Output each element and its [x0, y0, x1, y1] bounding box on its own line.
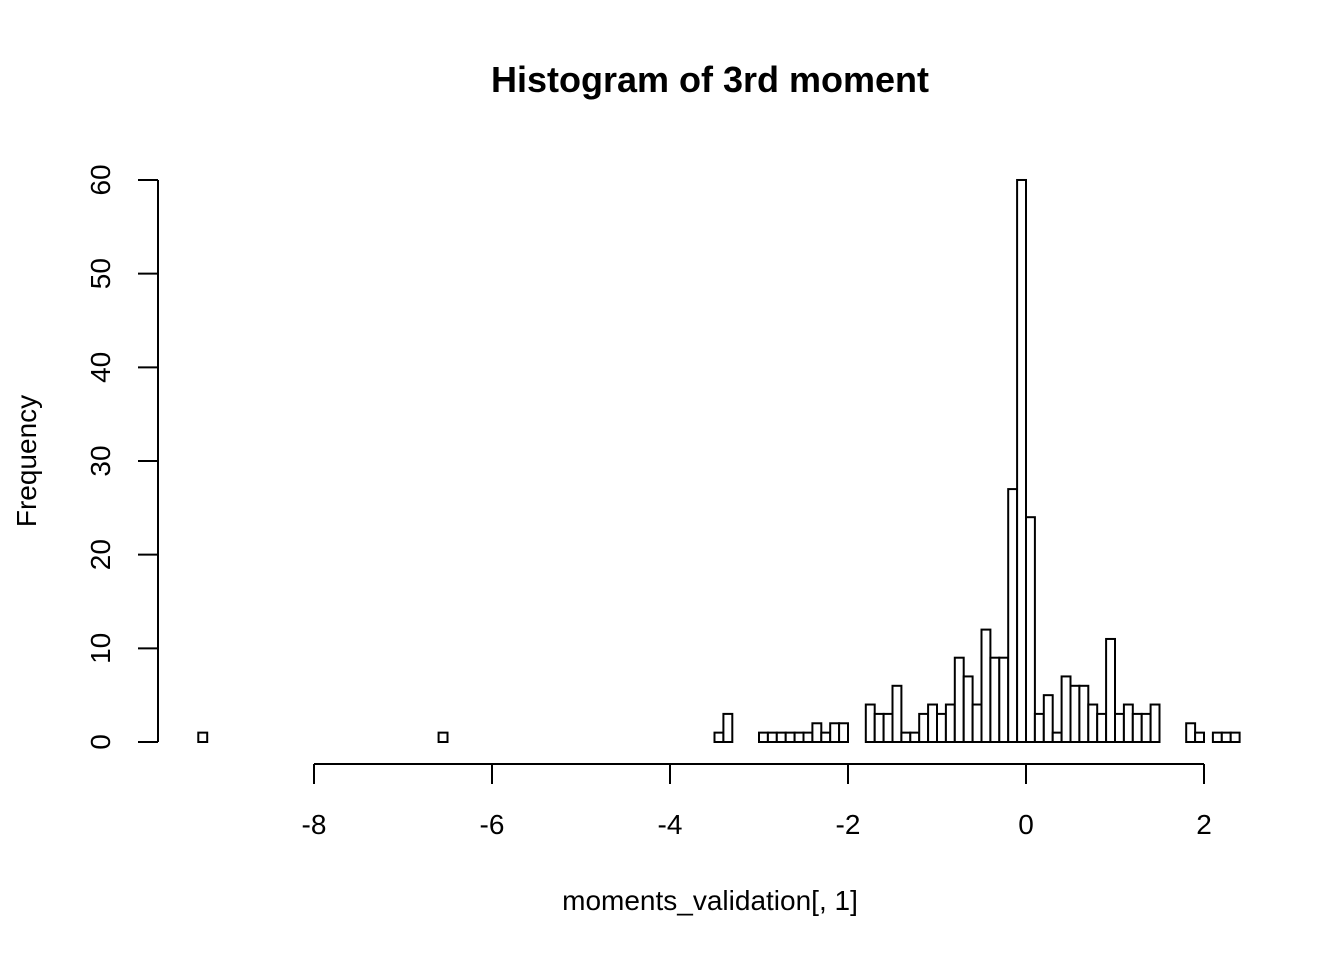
y-axis-label: Frequency — [11, 395, 42, 527]
histogram-bar — [989, 656, 1001, 744]
histogram-bar — [793, 731, 805, 744]
histogram-bar — [918, 712, 930, 744]
histogram-bar — [838, 722, 849, 744]
histogram-bar — [962, 675, 974, 743]
histogram-bar — [811, 722, 823, 744]
x-axis-label: moments_validation[, 1] — [562, 885, 858, 916]
x-tick-label: 2 — [1196, 809, 1212, 840]
histogram-bar — [953, 656, 965, 744]
histogram-bar — [713, 731, 725, 744]
histogram-bar — [820, 731, 832, 744]
histogram-bar — [944, 703, 956, 744]
y-tick-label: 30 — [85, 445, 116, 476]
histogram-bar — [197, 731, 209, 744]
histogram-bar — [1122, 703, 1134, 744]
y-tick-label: 60 — [85, 164, 116, 195]
y-tick-label: 20 — [85, 539, 116, 570]
histogram-bar — [873, 712, 885, 744]
histogram-bar — [758, 731, 769, 744]
y-tick-label: 40 — [85, 352, 116, 383]
histogram-bar — [1220, 731, 1232, 744]
histogram-bar — [936, 712, 947, 744]
histogram-bar — [980, 628, 992, 743]
x-tick-label: 0 — [1018, 809, 1034, 840]
histogram-bar — [766, 731, 778, 744]
x-tick-label: -6 — [480, 809, 505, 840]
histogram-bar — [900, 731, 912, 744]
x-tick-label: -2 — [836, 809, 861, 840]
histogram-bar — [882, 712, 894, 744]
histogram-bar — [1105, 637, 1116, 744]
histogram-bar — [1060, 675, 1072, 743]
y-tick-label: 0 — [85, 734, 116, 750]
histogram-bar — [1140, 712, 1152, 744]
histogram-bar — [1007, 488, 1019, 743]
histogram-bar — [1211, 731, 1223, 744]
x-axis: -8 -6 -4 -2 0 2 — [302, 763, 1212, 840]
histogram-bar — [1096, 712, 1108, 744]
histogram-bar — [1087, 703, 1099, 744]
histogram-bar — [1033, 712, 1045, 744]
histogram-bar — [1069, 684, 1081, 743]
histogram-bar — [722, 712, 734, 744]
histogram-bar — [1114, 712, 1125, 744]
histogram-bar — [1016, 178, 1027, 744]
histogram-bar — [909, 731, 921, 744]
histogram-bar — [1194, 731, 1205, 744]
y-tick-label: 10 — [85, 633, 116, 664]
histogram-bar — [1025, 516, 1036, 743]
histogram-bar — [1185, 722, 1197, 744]
histogram-bar — [998, 656, 1010, 744]
histogram-bar — [784, 731, 796, 744]
histogram-bars — [197, 178, 1241, 744]
histogram-bar — [891, 684, 903, 743]
histogram-bar — [864, 703, 876, 744]
histogram-bar — [437, 731, 449, 744]
histogram-bar — [802, 731, 814, 744]
y-tick-label: 50 — [85, 258, 116, 289]
histogram-bar — [775, 731, 787, 744]
y-axis: 0 10 20 30 40 50 60 — [85, 164, 159, 750]
chart-title: Histogram of 3rd moment — [491, 59, 929, 100]
histogram-bar — [1042, 694, 1054, 743]
histogram-bar — [971, 703, 983, 744]
histogram-bar — [1051, 731, 1063, 744]
histogram-bar — [927, 703, 938, 744]
x-tick-label: -4 — [658, 809, 683, 840]
histogram-bar — [1131, 712, 1143, 744]
x-tick-label: -8 — [302, 809, 327, 840]
histogram-bar — [1078, 684, 1090, 743]
histogram-bar — [1149, 703, 1161, 744]
histogram-bar — [829, 722, 841, 744]
histogram-bar — [1229, 731, 1241, 744]
